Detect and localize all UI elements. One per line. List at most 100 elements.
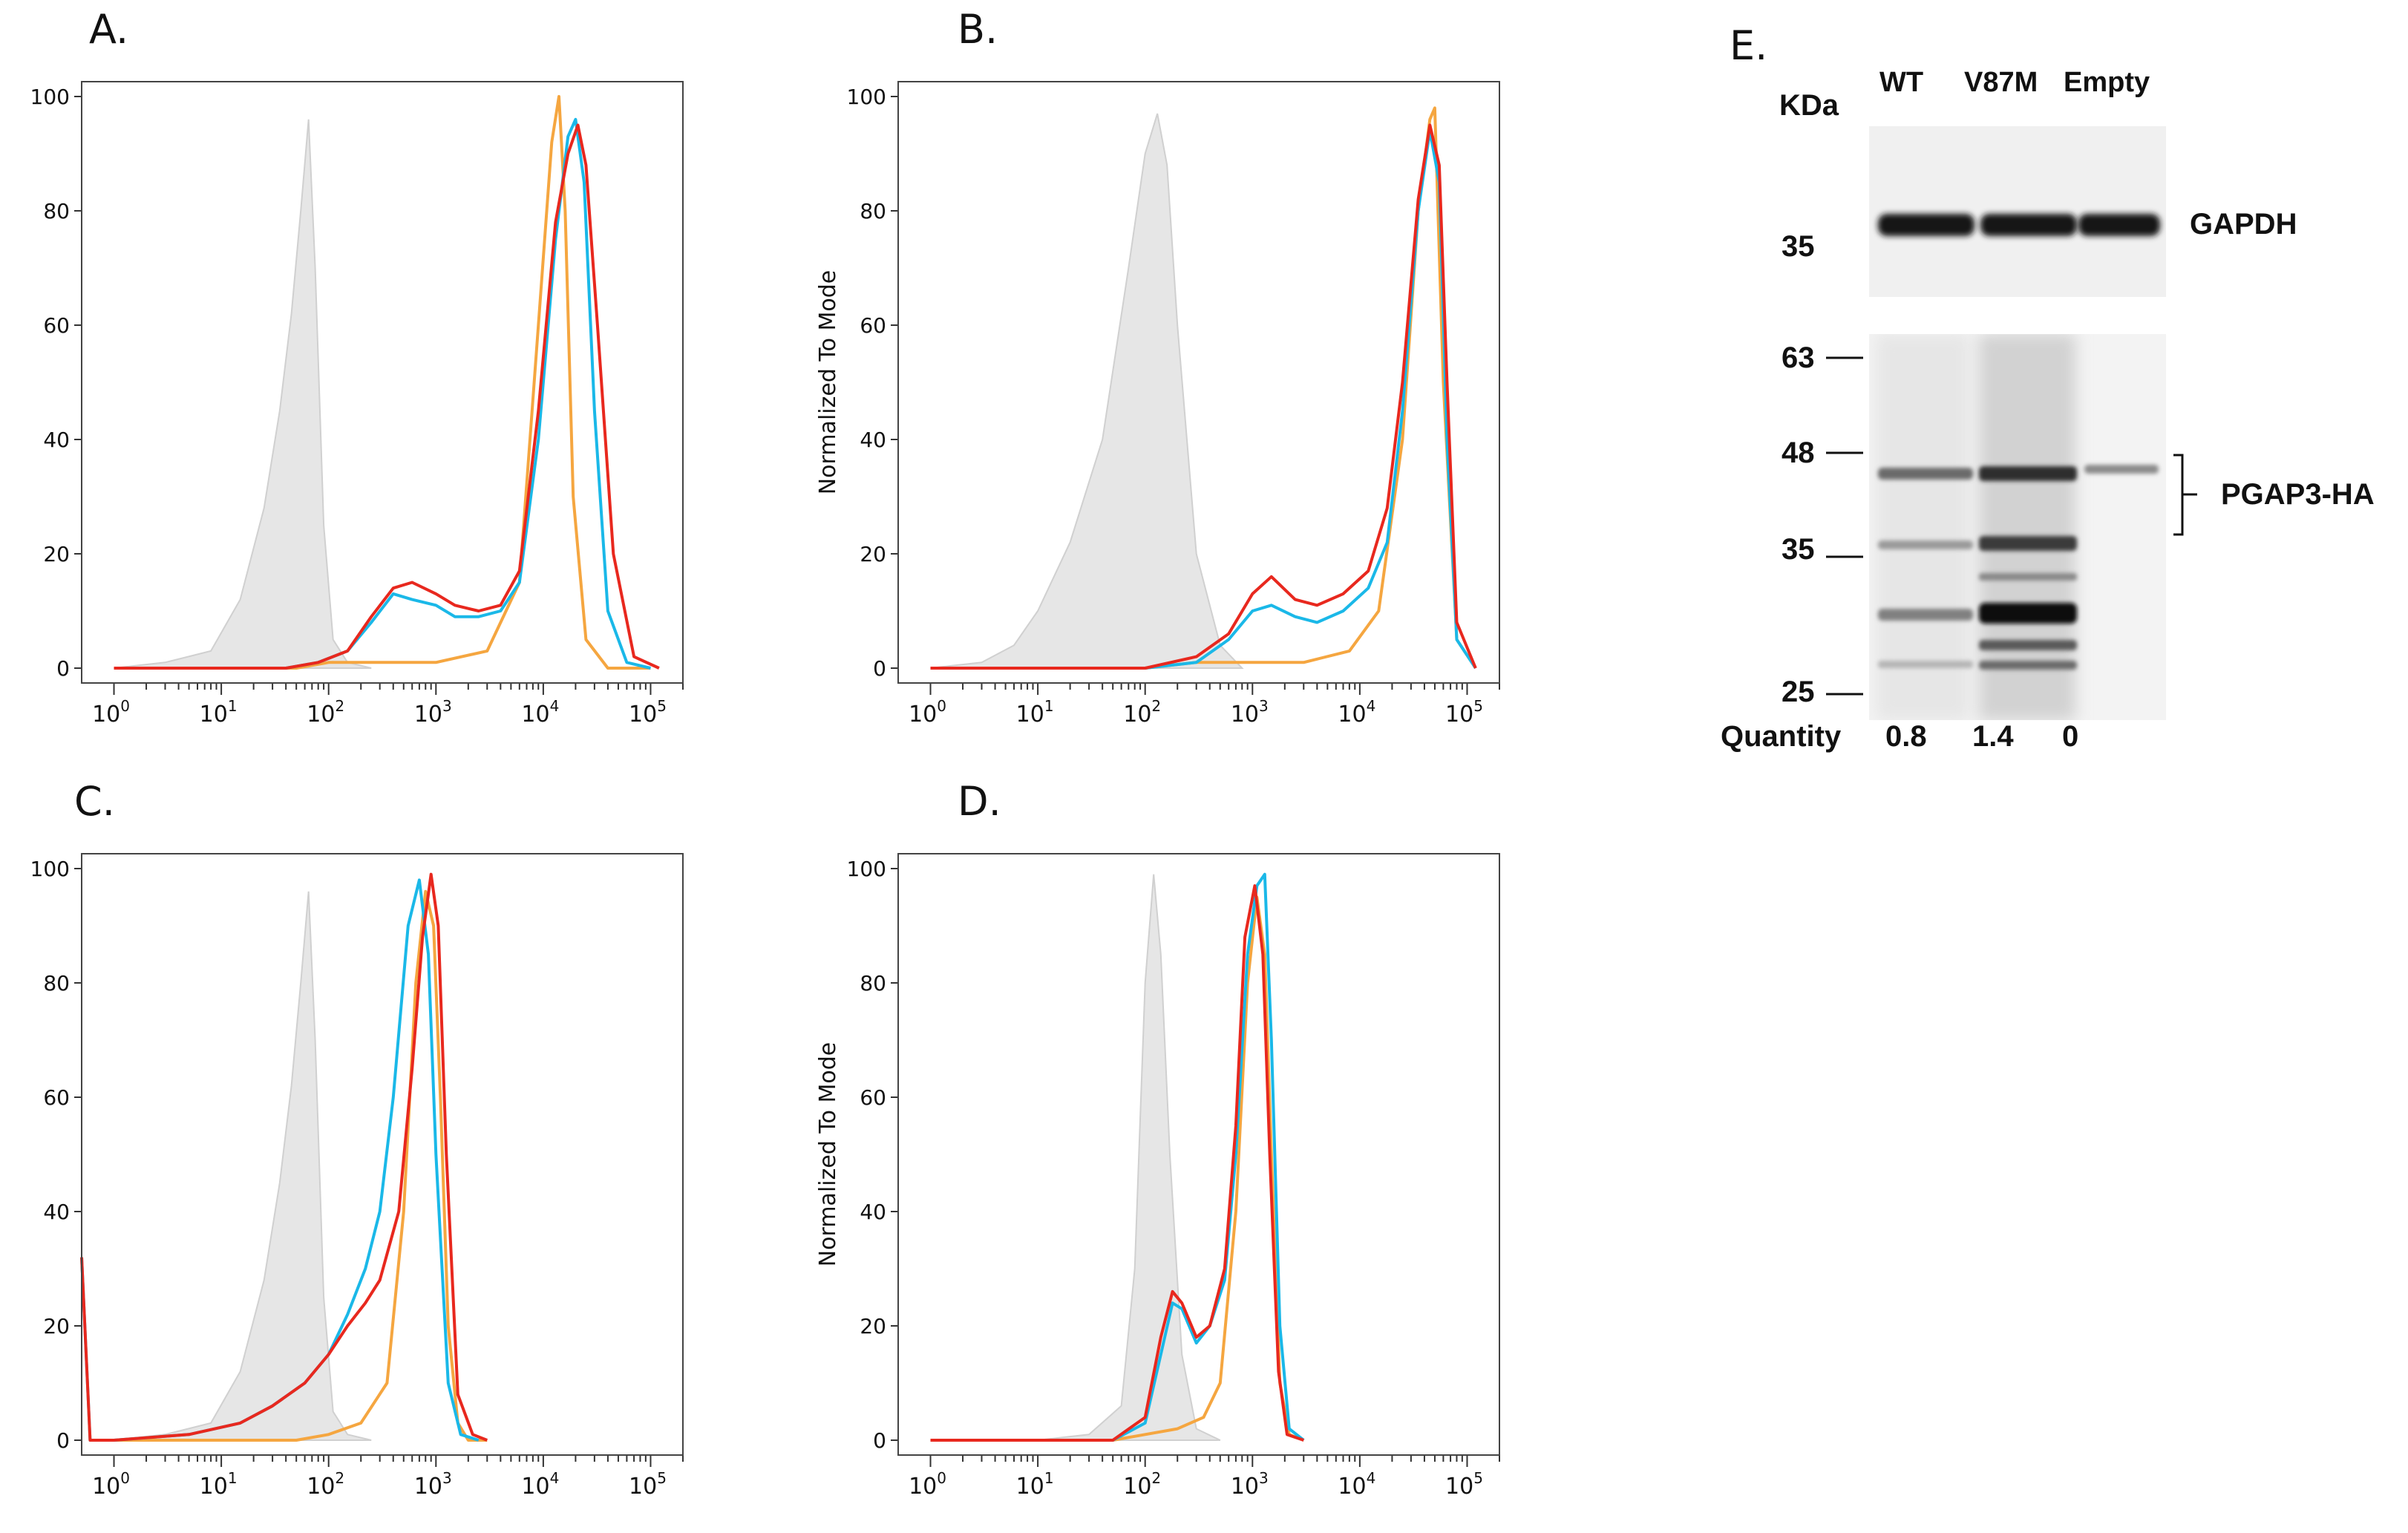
series-red-line: [80, 872, 488, 1442]
y-tick-label: 0: [56, 656, 70, 681]
y-tick-label: 0: [873, 1428, 886, 1453]
x-tick-label: 105: [629, 697, 667, 728]
x-tick-label: 105: [1445, 1469, 1483, 1500]
x-tick-label: 101: [200, 697, 238, 728]
marker-63: 63: [1782, 341, 1815, 374]
y-tick-label: 60: [43, 1085, 70, 1110]
series-orange-line: [114, 889, 488, 1442]
marker-ticks: [1826, 356, 2197, 696]
x-tick-label: 103: [414, 697, 452, 728]
marker-48: 48: [1782, 437, 1815, 469]
histogram-panel-a: A. 0 20 40 60 80 100 100 101 102 103 104 105: [0, 0, 742, 765]
histogram-panel-d: D. Normalized To Mode 0 20 40 60 80 100 100 101 1…: [815, 772, 1559, 1530]
gapdh-band-v87m: [1980, 214, 2077, 236]
y-tick-label: 80: [43, 199, 70, 223]
y-tick-label: 80: [860, 199, 886, 223]
band: [1878, 468, 1973, 480]
quantity-empty: 0: [2062, 720, 2079, 753]
x-tick-label: 104: [1338, 697, 1375, 728]
band: [2084, 465, 2159, 474]
plot-frame: [81, 853, 684, 1456]
band: [1878, 661, 1973, 668]
y-tick-label: 20: [860, 1314, 886, 1338]
band: [1979, 536, 2077, 551]
gapdh-band-wt: [1878, 214, 1975, 236]
plot-frame: [897, 853, 1500, 1456]
x-tick-label: 104: [521, 697, 559, 728]
series-control-area: [114, 891, 372, 1441]
series-red-line: [930, 123, 1477, 670]
x-tick-label: 104: [521, 1469, 559, 1500]
x-tick-label: 105: [629, 1469, 667, 1500]
y-tick-label: 20: [43, 1314, 70, 1338]
y-tick-label: 40: [860, 1200, 886, 1224]
marker-35: 35: [1782, 533, 1815, 566]
y-tick-label: 40: [860, 428, 886, 452]
x-tick-label: 101: [200, 1469, 238, 1500]
panel-label: B.: [958, 6, 998, 53]
x-tick-label: 100: [92, 697, 130, 728]
y-tick-label: 100: [847, 85, 886, 109]
lane-label-empty: Empty: [2064, 67, 2150, 98]
band: [1979, 661, 2077, 670]
band-label-gapdh: GAPDH: [2190, 208, 2297, 241]
y-axis-label: Normalized To Mode: [817, 270, 841, 495]
x-tick-label: 100: [909, 697, 946, 728]
y-tick-label: 40: [43, 428, 70, 452]
x-tick-label: 102: [1123, 1469, 1161, 1500]
marker-35-top: 35: [1782, 230, 1815, 263]
histogram-a: 0 20 40 60 80 100 100 101 102 103 104 105: [30, 81, 684, 728]
y-tick-label: 40: [43, 1200, 70, 1224]
series-control-area: [114, 119, 372, 669]
band: [1979, 466, 2077, 481]
quantity-wt: 0.8: [1885, 720, 1927, 753]
pgap3-bracket: [2173, 454, 2197, 536]
y-tick-label: 60: [43, 313, 70, 338]
y-tick-label: 0: [873, 656, 886, 681]
x-tick-label: 100: [92, 1469, 130, 1500]
series-red-line: [930, 884, 1304, 1442]
quantity-label: Quantity: [1721, 720, 1842, 753]
plot-frame: [897, 81, 1500, 684]
y-axis-label: Normalized To Mode: [817, 1042, 841, 1267]
gapdh-band-empty: [2078, 214, 2160, 236]
band: [1878, 609, 1973, 621]
band-label-pgap3: PGAP3-HA: [2221, 478, 2375, 511]
lane-label-wt: WT: [1879, 67, 1924, 98]
x-tick-label: 103: [1231, 697, 1269, 728]
x-tick-label: 105: [1445, 697, 1483, 728]
x-tick-label: 102: [1123, 697, 1161, 728]
panel-label: D.: [958, 778, 1001, 825]
series-red-line: [114, 123, 660, 670]
western-blot-panel: E. KDa WT V87M Empty 35 GAPDH 63: [1707, 22, 2408, 779]
y-tick-label: 80: [860, 971, 886, 996]
plot-frame: [81, 81, 684, 684]
y-tick-label: 100: [30, 857, 70, 881]
band: [1979, 640, 2077, 650]
histogram-d: Normalized To Mode 0 20 40 60 80 100 100 101 102 1…: [815, 853, 1500, 1500]
x-tick-label: 102: [307, 697, 344, 728]
x-tick-label: 103: [414, 1469, 452, 1500]
panel-label: A.: [89, 6, 129, 53]
series-control-area: [930, 113, 1244, 669]
band: [1979, 603, 2077, 624]
histogram-panel-b: B. Normalized To Mode 0 20 40 60 80 100 100 101 1…: [815, 0, 1559, 765]
y-tick-label: 60: [860, 1085, 886, 1110]
band: [1979, 573, 2077, 581]
y-tick-label: 80: [43, 971, 70, 996]
series-orange-line: [114, 95, 651, 670]
band: [1878, 540, 1973, 549]
panel-label-e: E.: [1730, 22, 1768, 69]
y-tick-label: 20: [860, 542, 886, 566]
lane-label-v87m: V87M: [1964, 67, 2038, 98]
marker-25: 25: [1782, 676, 1815, 708]
y-tick-label: 60: [860, 313, 886, 338]
y-tick-label: 100: [30, 85, 70, 109]
y-tick-label: 0: [56, 1428, 70, 1453]
histogram-b: Normalized To Mode 0 20 40 60 80 100 100 101 102 1…: [815, 81, 1500, 728]
histogram-c: 0 20 40 60 80 100 100 101 102 103 104 105: [30, 853, 684, 1500]
histogram-panel-c: C. 0 20 40 60 80 100 100 101 102 103 104 105: [0, 772, 742, 1530]
x-tick-label: 101: [1016, 1469, 1054, 1500]
x-tick-label: 104: [1338, 1469, 1375, 1500]
kda-label: KDa: [1779, 89, 1839, 122]
